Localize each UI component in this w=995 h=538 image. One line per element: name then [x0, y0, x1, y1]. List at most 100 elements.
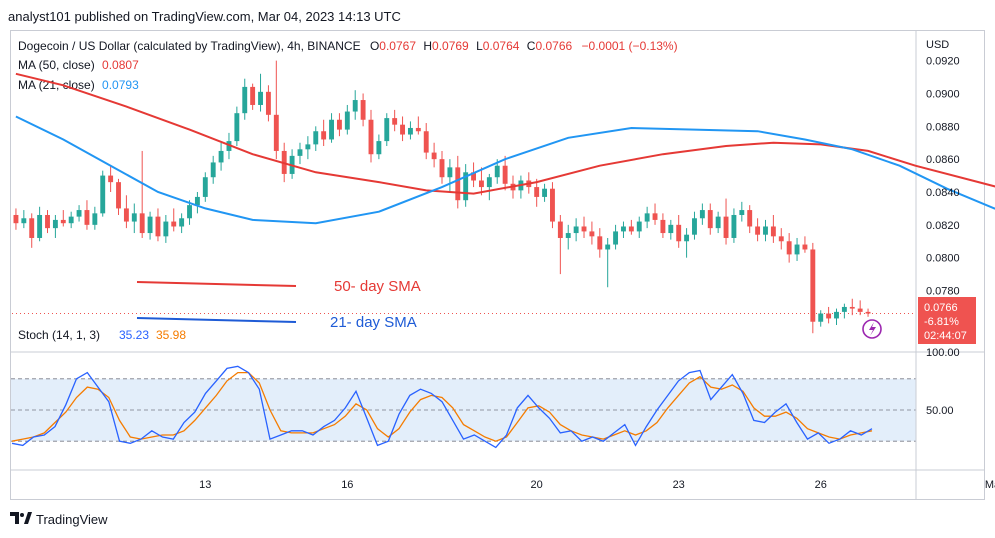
candle-body	[723, 216, 729, 238]
candle-body	[60, 219, 66, 224]
candle-body	[463, 172, 469, 201]
candle-body	[486, 177, 492, 188]
ma50-line	[15, 72, 995, 195]
sma50-annotation-line	[136, 281, 297, 287]
candle-body	[400, 124, 405, 135]
price-tick-label: 0.0800	[926, 253, 960, 265]
candle-body	[841, 306, 847, 312]
candle-body	[557, 221, 563, 238]
candle-body	[660, 219, 666, 234]
open-value: 0.0767	[379, 39, 416, 53]
candle-body	[810, 249, 816, 322]
candle-body	[431, 152, 437, 160]
candle-body	[139, 213, 145, 234]
badge-change: -6.81%	[924, 316, 959, 328]
low-label: L	[476, 39, 483, 53]
close-value: 0.0766	[535, 39, 573, 53]
candle-body	[37, 214, 43, 238]
high-label: H	[423, 39, 433, 53]
candle-body	[360, 100, 366, 120]
lightning-icon[interactable]	[862, 319, 882, 339]
candle-body	[187, 205, 192, 219]
candle-body	[84, 210, 90, 225]
candle-body	[313, 131, 319, 145]
candle-body	[210, 162, 216, 178]
price-tick-label: 0.0780	[926, 286, 960, 298]
candle-body	[21, 218, 27, 224]
candle-body	[92, 213, 98, 225]
candle-body	[857, 308, 863, 312]
candle-body	[234, 113, 240, 142]
candle-body	[258, 91, 263, 105]
publisher-line: analyst101 published on TradingView.com,…	[8, 9, 401, 24]
candle-body	[123, 208, 129, 222]
candle-body	[849, 306, 855, 309]
ma50-label: MA (50, close)	[18, 58, 95, 72]
price-tick-label: 0.0920	[926, 56, 960, 68]
candle-body	[297, 149, 303, 156]
badge-countdown: 02:44:07	[924, 330, 967, 342]
candle-body	[692, 218, 697, 235]
candle-body	[763, 226, 768, 235]
candle-body	[305, 144, 311, 150]
candle-body	[834, 311, 839, 319]
candle-body	[147, 216, 153, 234]
candle-body	[565, 233, 571, 238]
candle-body	[707, 210, 713, 229]
candle-body	[384, 118, 390, 142]
stoch-k-line	[11, 365, 873, 449]
candle-body	[494, 165, 500, 178]
tradingview-wordmark: TradingView	[36, 512, 108, 527]
candle-body	[321, 131, 327, 140]
candle-body	[613, 231, 619, 245]
ma50-value: 0.0807	[102, 58, 139, 72]
sma21-annotation-text: 21- day SMA	[330, 314, 417, 331]
candle-body	[786, 241, 792, 255]
candle-body	[471, 172, 477, 181]
candle-body	[479, 180, 484, 188]
candle-body	[684, 234, 690, 242]
candle-body	[76, 210, 82, 217]
candle-body	[826, 313, 832, 319]
candle-body	[415, 127, 421, 132]
candle-body	[352, 100, 358, 112]
candle-body	[194, 196, 200, 206]
candle-body	[581, 226, 587, 232]
symbol-title: Dogecoin / US Dollar (calculated by Trad…	[18, 39, 361, 53]
change-value: −0.0001 (−0.13%)	[581, 39, 678, 53]
stoch-tick-label: 50.00	[926, 405, 954, 417]
stoch-label: Stoch (14, 1, 3)	[18, 328, 100, 342]
candle-body	[171, 221, 177, 227]
candle-body	[376, 141, 382, 155]
ma50-legend: MA (50, close) 0.0807	[18, 58, 139, 72]
candle-body	[68, 216, 74, 224]
candle-body	[329, 119, 334, 140]
candle-body	[344, 111, 350, 130]
stoch-d-value: 35.98	[156, 328, 186, 342]
candle-body	[731, 214, 737, 238]
candle-body	[163, 221, 169, 237]
candle-body	[770, 226, 776, 237]
symbol-legend: Dogecoin / US Dollar (calculated by Trad…	[18, 39, 678, 53]
candle-body	[52, 219, 58, 229]
candle-body	[29, 218, 35, 238]
candle-body	[392, 118, 398, 125]
candle-body	[423, 131, 429, 153]
candle-body	[45, 214, 50, 229]
candle-body	[218, 150, 224, 163]
candle-body	[747, 210, 753, 227]
candle-body	[715, 216, 721, 229]
high-value: 0.0769	[432, 39, 469, 53]
candle-body	[131, 213, 137, 222]
tradingview-brand[interactable]: TradingView	[10, 512, 108, 527]
candle-body	[13, 214, 19, 224]
candle-body	[636, 221, 642, 232]
candle-body	[605, 244, 611, 250]
candle-body	[778, 236, 784, 242]
candle-body	[699, 210, 705, 219]
candle-body	[542, 188, 548, 197]
candle-body	[755, 226, 761, 235]
candle-body	[273, 114, 279, 151]
candle-body	[336, 119, 342, 130]
